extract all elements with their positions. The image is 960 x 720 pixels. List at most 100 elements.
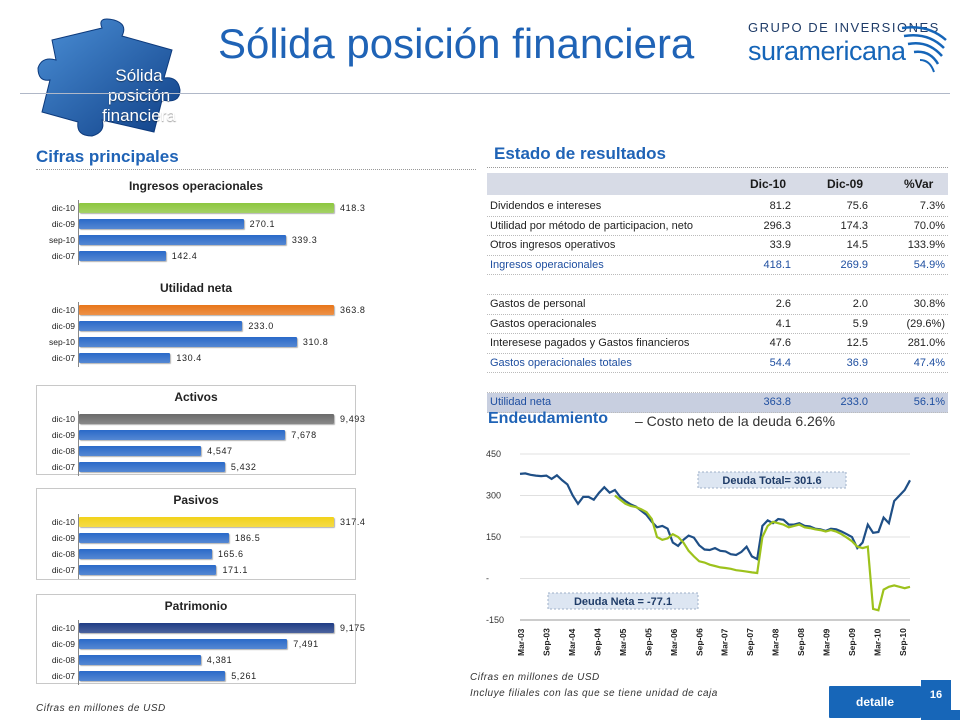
cell-var: 70.0% [913, 219, 945, 232]
cell-dic-09: 14.5 [846, 239, 868, 252]
bar-axis [78, 200, 79, 265]
x-tick-label: Mar-04 [567, 628, 577, 656]
right-section-title: Estado de resultados [494, 144, 666, 163]
bar-category-label: dic-09 [51, 639, 75, 649]
bar-category-label: dic-07 [51, 671, 75, 681]
bar-row: sep-10 339.3 [37, 233, 355, 247]
bar-value-label: 5,261 [231, 671, 257, 681]
bar [79, 623, 334, 633]
bar-row: dic-10 9,493 [37, 412, 365, 426]
cell-dic-09: 2.0 [852, 298, 868, 310]
bar-value-label: 9,175 [340, 623, 366, 633]
bar-category-label: dic-09 [51, 430, 75, 440]
bar-category-label: sep-10 [49, 337, 75, 347]
x-tick-label: Mar-07 [720, 628, 730, 656]
table-row: Gastos operacionales totales 54.4 36.9 47.4… [487, 354, 948, 374]
annotation-deuda-total-box [697, 471, 847, 489]
bar-row: dic-10 363.8 [37, 303, 365, 317]
bar-chart-title: Pasivos [173, 493, 219, 507]
cell-dic-10: 47.6 [769, 337, 791, 350]
bar-value-label: 7,678 [291, 430, 317, 440]
row-label: Utilidad neta [490, 396, 552, 408]
x-tick-label: Mar-09 [822, 628, 832, 656]
bar [79, 639, 288, 649]
bar-category-label: dic-08 [51, 446, 75, 456]
cell-dic-09: 5.9 [852, 317, 868, 330]
row-label: Gastos de personal [490, 298, 586, 310]
right-note-subsidiaries: Incluye filiales con las que se tiene un… [470, 688, 718, 699]
bar-chart-patrimonio: Patrimonio dic-10 9,175 dic-09 7,491 dic-08 4,… [36, 594, 365, 685]
bar-chart-title: Ingresos operacionales [128, 179, 264, 193]
bar-chart-ingresos: Ingresos operacionales dic-10 418.3 dic-09 2… [36, 174, 365, 266]
row-label: Ingresos operacionales [490, 258, 604, 271]
bar-category-label: dic-10 [51, 203, 75, 213]
table-row [487, 373, 948, 393]
bar-value-label: 317.4 [340, 517, 366, 527]
bar-value-label: 310.8 [302, 337, 329, 347]
bar-chart-activos: Activos dic-10 9,493 dic-09 7,678 dic-08 4,547… [36, 385, 365, 476]
bar-category-label: dic-08 [51, 655, 75, 665]
cell-dic-10: 296.3 [763, 219, 791, 232]
bar-row: dic-09 7,491 [37, 637, 355, 651]
bar-row: dic-09 270.1 [37, 217, 355, 231]
bar-row: dic-10 418.3 [37, 201, 365, 215]
row-label: Dividendos e intereses [490, 200, 602, 212]
cell-var: 30.8% [913, 298, 945, 310]
bar-value-label: 418.3 [340, 203, 366, 213]
results-table-header: Dic-10 Dic-09 %Var [487, 173, 948, 195]
cell-dic-09: 174.3 [840, 219, 868, 232]
bar-value-label: 171.1 [222, 565, 248, 575]
cell-var: (29.6%) [906, 317, 945, 330]
series-line [614, 494, 911, 612]
endeudamiento-title: Endeudamiento [488, 410, 609, 427]
y-tick-label: -150 [486, 615, 504, 625]
cell-var: 56.1% [913, 396, 945, 408]
puzzle-piece-icon [37, 18, 181, 137]
bar-category-label: dic-08 [51, 549, 75, 559]
bar [79, 251, 166, 261]
bar-value-label: 339.3 [291, 235, 318, 245]
x-tick-label: Sep-05 [643, 628, 653, 656]
bar [79, 446, 202, 456]
bar-chart-title: Utilidad neta [159, 281, 232, 295]
bar [79, 305, 334, 315]
detalle-button[interactable]: detalle [829, 686, 921, 718]
cell-dic-09: 233.0 [840, 396, 868, 408]
table-row: Interesese pagados y Gastos financieros 4… [487, 334, 948, 354]
x-tick-label: Mar-03 [516, 628, 526, 656]
bar-category-label: dic-07 [51, 353, 75, 363]
cell-var: 7.3% [919, 200, 945, 212]
bar-row: dic-09 233.0 [37, 319, 355, 333]
bar-category-label: sep-10 [49, 235, 75, 245]
bar-row: dic-09 186.5 [37, 531, 355, 545]
cell-dic-09: 269.9 [840, 258, 868, 271]
bar-axis [78, 411, 79, 476]
x-tick-label: Mar-05 [618, 628, 628, 656]
x-tick-label: Sep-06 [694, 628, 704, 656]
bar-category-label: dic-10 [51, 623, 75, 633]
bar [79, 219, 244, 229]
bar-category-label: dic-10 [51, 517, 75, 527]
bar-value-label: 7,491 [293, 639, 319, 649]
bar-row: dic-10 317.4 [37, 515, 365, 529]
series-line [519, 472, 911, 561]
cell-dic-10: 54.4 [769, 356, 791, 369]
company-logo: GRUPO DE INVERSIONES suramericana [748, 20, 948, 76]
bar [79, 321, 243, 331]
x-tick-label: Mar-10 [873, 628, 883, 656]
puzzle-graphic: Sólida posición financiera [28, 16, 198, 138]
table-row: Utilidad neta 363.8 233.0 56.1% [487, 393, 948, 413]
cell-var: 54.9% [913, 258, 945, 271]
cell-dic-10: 363.8 [763, 396, 791, 408]
wing-logo-icon [901, 26, 947, 73]
bar-value-label: 270.1 [249, 219, 276, 229]
cell-var: 47.4% [913, 356, 945, 369]
x-tick-label: Mar-06 [669, 628, 679, 656]
bar [79, 353, 171, 363]
bar-chart-utilidad: Utilidad neta dic-10 363.8 dic-09 233.0 sep-1… [36, 276, 365, 372]
bar-value-label: 363.8 [340, 305, 366, 315]
bar [79, 655, 201, 665]
bar-row: dic-08 4,547 [37, 444, 355, 458]
bar-axis [78, 620, 79, 685]
bar-category-label: dic-10 [51, 305, 75, 315]
